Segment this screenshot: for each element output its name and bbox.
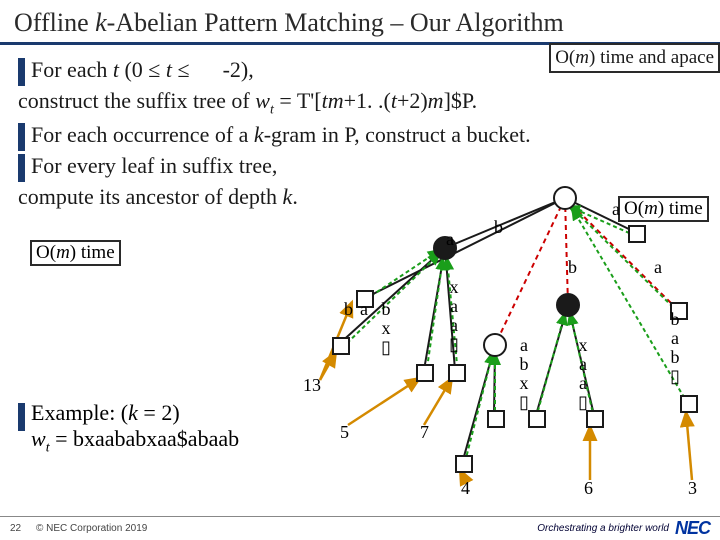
leaf-number: 6: [584, 478, 593, 499]
bullet-bar-icon: [18, 154, 25, 182]
b1-end: ]$P.: [444, 88, 478, 113]
leaf-number: 13: [303, 375, 321, 396]
bullet-2: For each occurrence of a k-gram in P, co…: [18, 120, 702, 151]
edge-label: a: [360, 300, 368, 319]
b2-post: -gram in P, construct a bucket.: [264, 122, 531, 147]
b1-pre: For each: [31, 57, 113, 82]
title-k: k: [95, 8, 107, 37]
leaf-square: [487, 410, 505, 428]
ex-pre: Example: (: [31, 400, 128, 425]
b3-a: For every leaf in suffix tree,: [31, 153, 277, 178]
b3-b: compute its ancestor of depth: [18, 184, 283, 209]
edge-label: b: [568, 258, 577, 277]
edge-label: x a a ▯: [449, 278, 459, 354]
bullet-1-text: For each t (0 ≤ t ≤ -2),: [31, 55, 254, 85]
leaf-square: [455, 455, 473, 473]
leaf-square: [680, 395, 698, 413]
ex-wt: w: [31, 426, 46, 451]
leaf-square: [448, 364, 466, 382]
bullet-2-text: For each occurrence of a k-gram in P, co…: [31, 120, 531, 150]
b1-wt: w: [255, 88, 270, 113]
b2-k: k: [254, 122, 264, 147]
annot-left-txt: time: [76, 242, 115, 263]
edge-label: b x ▯: [381, 300, 391, 357]
annot-right-m: m: [644, 198, 658, 219]
nec-logo: NEC: [675, 518, 710, 539]
edge-label: a b x ▯: [519, 336, 529, 412]
page-number: 22: [10, 523, 36, 534]
content-area: For each t (0 ≤ t ≤ -2), construct the s…: [0, 45, 720, 212]
leaf-square: [586, 410, 604, 428]
leaf-number: 3: [688, 478, 697, 499]
bullet-3: For every leaf in suffix tree,: [18, 151, 702, 182]
b1-eq: = T'[: [274, 88, 322, 113]
edge-label: b a b ▯: [670, 310, 680, 386]
leaf-square: [628, 225, 646, 243]
footer-tagline: Orchestrating a brighter world: [537, 523, 669, 534]
b1-p2m: +2): [397, 88, 428, 113]
annot-left-box: O(m) time: [30, 240, 121, 266]
title-pre: Offline: [14, 8, 95, 37]
leaf-number: 7: [420, 422, 429, 443]
edge-label: b: [494, 218, 503, 237]
bullet-1-line2: construct the suffix tree of wt = T'[tm+…: [18, 86, 702, 120]
footer-bar: 22 © NEC Corporation 2019 Orchestrating …: [0, 516, 720, 540]
edge-label: b: [344, 300, 353, 319]
b3-k: k: [283, 184, 293, 209]
b1-tm: tm: [322, 88, 344, 113]
copyright: © NEC Corporation 2019: [36, 523, 537, 534]
annot-top-txt: time and apace: [595, 47, 714, 68]
leaf-square: [332, 337, 350, 355]
leaf-square: [528, 410, 546, 428]
annot-top-box: O(m) time and apace: [549, 43, 720, 73]
leaf-square: [416, 364, 434, 382]
b1-p1: +1. .(: [344, 88, 391, 113]
example-block: Example: (k = 2) wt = bxaababxaa$abaab: [18, 400, 239, 456]
slide-title: Offline k-Abelian Pattern Matching – Our…: [0, 0, 720, 45]
title-post: -Abelian Pattern Matching – Our Algorith…: [107, 8, 564, 37]
ex-str: = bxaababxaa$abaab: [50, 426, 240, 451]
b1-le: ≤: [172, 57, 195, 82]
edge-label: a: [612, 200, 620, 219]
b1-l2a: construct the suffix tree of: [18, 88, 255, 113]
bullet-bar-icon: [18, 123, 25, 151]
annot-left-m: m: [56, 242, 70, 263]
edge-label: x a a ▯: [578, 336, 588, 412]
b2-pre: For each occurrence of a: [31, 122, 254, 147]
bullet-3-line2: compute its ancestor of depth k.: [18, 182, 702, 212]
annot-top-m: m: [575, 47, 589, 68]
ex-eq: = 2): [138, 400, 180, 425]
annot-right-txt: time: [664, 198, 703, 219]
b3-dot: .: [292, 184, 298, 209]
bullet-bar-icon: [18, 58, 25, 86]
leaf-number: 4: [461, 478, 470, 499]
bullet-3-text: For every leaf in suffix tree,: [31, 151, 277, 181]
edge-label: a: [446, 230, 454, 249]
leaf-number: 5: [340, 422, 349, 443]
ex-k: k: [128, 400, 138, 425]
b1-mid: (0 ≤: [119, 57, 166, 82]
b1-m: m: [428, 88, 444, 113]
b1-minus2: -2),: [217, 57, 254, 82]
edge-label: a: [654, 258, 662, 277]
annot-right-box: O(m) time: [618, 196, 709, 222]
bullet-bar-icon: [18, 403, 25, 431]
